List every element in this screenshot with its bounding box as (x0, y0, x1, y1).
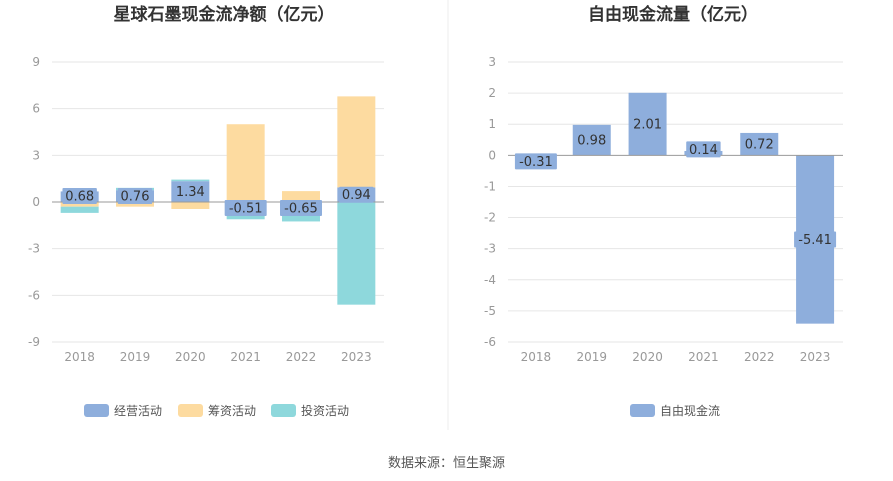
chart1-y-tick-label: -9 (28, 335, 40, 349)
chart1-data-label-bg (224, 200, 267, 216)
chart1-y-tick-label: 6 (32, 102, 40, 116)
chart2-y-tick-label: -5 (484, 304, 496, 318)
chart1-legend-label: 投资活动 (301, 403, 349, 418)
chart2-y-tick-label: 2 (488, 86, 496, 100)
chart1-x-tick-label: 2020 (175, 350, 206, 364)
chart2-data-label-bg (514, 153, 557, 170)
chart2-x-tick-label: 2021 (688, 350, 719, 364)
chart2-data-label-bg (742, 136, 777, 153)
chart2-y-tick-label: -2 (484, 211, 496, 225)
chart2-y-tick-label: 0 (488, 148, 496, 162)
chart2-y-tick-label: 1 (488, 117, 496, 131)
chart2-y-tick-label: -3 (484, 242, 496, 256)
chart1-bar-3 (337, 202, 376, 305)
chart2-y-tick-label: 3 (488, 55, 496, 69)
chart1-legend-label: 筹资活动 (208, 404, 256, 418)
chart2-x-tick-label: 2018 (521, 350, 552, 364)
chart1-legend-swatch (178, 404, 203, 417)
chart1-x-tick-label: 2019 (120, 350, 151, 364)
chart1-y-tick-label: 3 (32, 148, 40, 162)
chart1-data-label: 0.94 (342, 188, 371, 203)
chart1-title: 星球石墨现金流净额（亿元） (114, 4, 335, 25)
chart1-x-tick-label: 2021 (230, 350, 261, 364)
chart2-x-tick-label: 2022 (744, 350, 775, 364)
chart2-title: 自由现金流量（亿元） (588, 4, 758, 25)
chart1-bar-2 (116, 202, 154, 207)
chart2-y-tick-label: -6 (484, 335, 496, 349)
chart1-y-tick-label: 0 (32, 195, 40, 209)
chart1-bar-2 (282, 191, 320, 202)
chart1-data-label: -0.51 (229, 202, 263, 217)
chart2-data-label-bg (794, 231, 837, 248)
chart2-data-label: 0.72 (745, 138, 774, 153)
chart2-data-label-bg (630, 116, 665, 133)
chart2-x-tick-label: 2020 (632, 350, 663, 364)
chart1-bar-3 (282, 212, 320, 222)
chart1-data-label-bg (339, 186, 374, 203)
chart1-bar-3 (171, 179, 210, 182)
chart1-legend-swatch (271, 404, 296, 417)
chart2-x-tick-label: 2023 (800, 350, 831, 364)
chart2-data-label: 0.98 (577, 134, 606, 149)
data-source-note: 数据来源：恒生聚源 (387, 456, 505, 471)
chart2-x-tick-label: 2019 (576, 350, 607, 364)
chart1-bar-2 (60, 202, 99, 207)
chart2-y-tick-label: -4 (484, 273, 496, 287)
chart1-y-tick-label: -3 (28, 242, 40, 256)
chart2-data-label: 0.14 (689, 143, 718, 158)
chart1-data-label-bg (280, 200, 322, 216)
chart2-data-label: -0.31 (519, 155, 553, 170)
chart2-y-tick-label: -1 (484, 179, 496, 193)
chart1-legend-label: 经营活动 (114, 404, 162, 418)
chart1-x-tick-label: 2023 (341, 350, 372, 364)
chart1-y-tick-label: 9 (32, 55, 40, 69)
chart1-data-label-bg (173, 183, 208, 200)
chart1-data-label: 0.68 (65, 190, 94, 205)
chart1-bar-2 (171, 202, 210, 209)
chart2-legend-label: 自由现金流 (660, 403, 720, 418)
chart2-data-label: -5.41 (798, 233, 832, 248)
chart1-data-label: 0.76 (121, 190, 150, 205)
chart1-bar-2 (337, 96, 376, 188)
chart2-data-label-bg (686, 141, 721, 158)
chart1-data-label: -0.65 (284, 202, 318, 217)
chart1-y-tick-label: -6 (28, 288, 40, 302)
chart1-bar-3 (60, 206, 99, 213)
chart1-data-label: 1.34 (176, 185, 205, 200)
chart1-x-tick-label: 2018 (64, 350, 95, 364)
chart1-x-tick-label: 2022 (286, 350, 317, 364)
chart2-legend-swatch (630, 404, 655, 417)
chart1-legend-swatch (84, 404, 109, 417)
chart2-data-label: 2.01 (633, 118, 662, 133)
chart1-bar-2 (226, 124, 265, 202)
chart1-data-label-bg (117, 188, 153, 204)
chart1-data-label-bg (62, 188, 97, 204)
chart2-data-label-bg (574, 132, 609, 149)
